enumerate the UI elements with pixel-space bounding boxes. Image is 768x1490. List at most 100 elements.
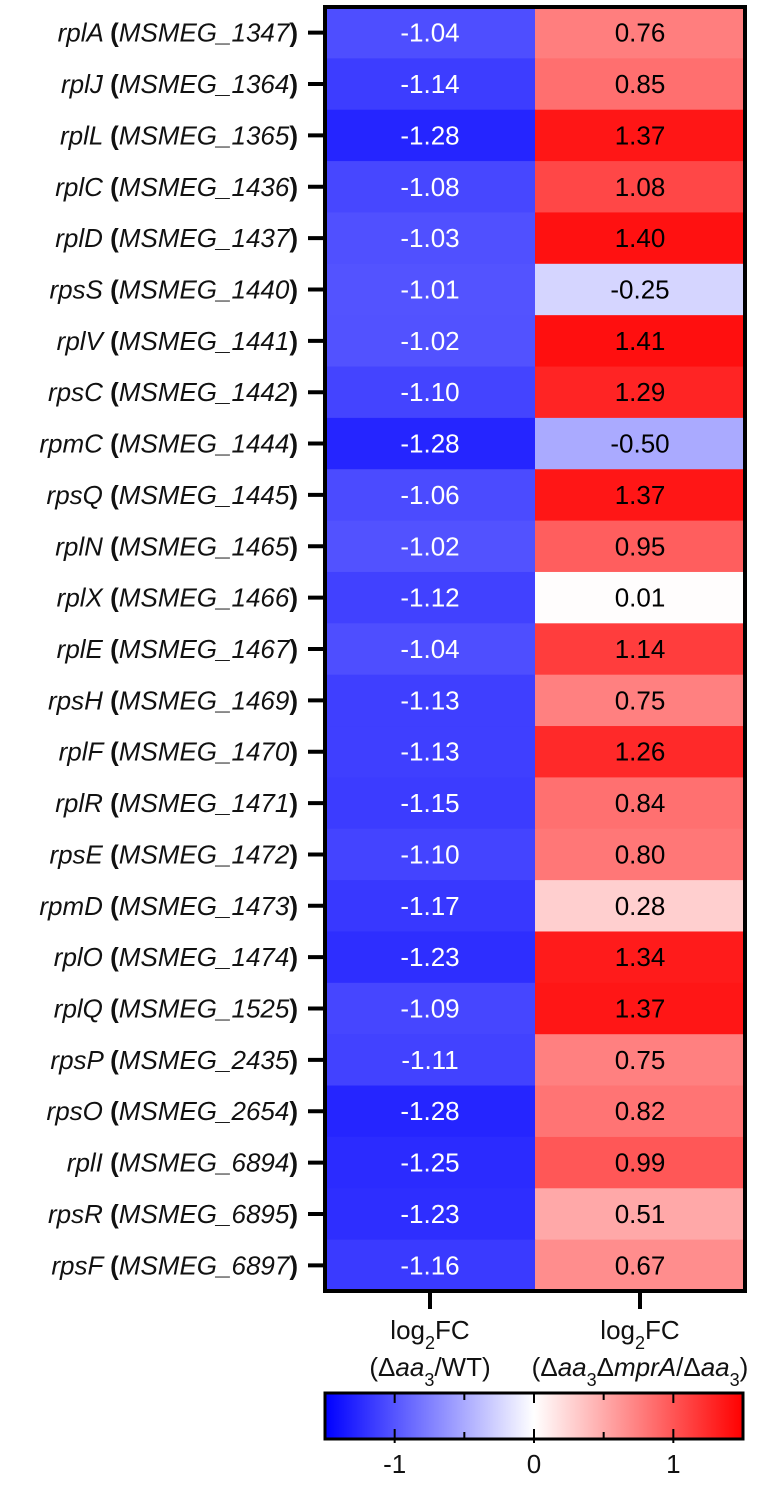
colorbar-tick-label: 1	[666, 1449, 680, 1479]
column-label-line: (Δaa3/WT)	[369, 1352, 490, 1390]
cell-value-label: -1.09	[400, 994, 459, 1024]
column-label-line: log2FC	[390, 1315, 469, 1353]
row-label: rplJ (MSMEG_1364)	[61, 69, 298, 99]
heatmap-cells	[325, 7, 746, 1292]
heatmap-cell	[325, 212, 536, 265]
row-label-paren: )	[289, 274, 298, 304]
colorbar-tick-label: 0	[527, 1449, 541, 1479]
cell-value-label: 0.28	[615, 891, 666, 921]
heatmap-cell	[535, 58, 746, 111]
row-label-paren: )	[289, 223, 298, 253]
row-label-gene: rplD	[55, 223, 110, 253]
cell-value-label: 0.80	[615, 839, 666, 869]
row-label-paren: (	[110, 634, 119, 664]
row-label-locus: MSMEG_1467	[119, 634, 291, 664]
cell-value-label: 0.01	[615, 583, 666, 613]
heatmap-cell	[325, 7, 536, 59]
column-label-part: )	[740, 1352, 749, 1382]
cell-value-label: -1.13	[400, 685, 459, 715]
row-label-paren: )	[289, 531, 298, 561]
column-label-part: 2	[425, 1333, 435, 1353]
cell-value-label: 0.75	[615, 685, 666, 715]
heatmap-cell	[535, 982, 746, 1035]
row-label-locus: MSMEG_1470	[119, 737, 290, 767]
heatmap-cell	[535, 161, 746, 213]
heatmap-cell	[325, 777, 536, 830]
row-label-paren: (	[110, 942, 119, 972]
row-label: rpsS (MSMEG_1440)	[49, 274, 298, 304]
cell-value-label: -1.04	[400, 18, 459, 48]
row-label-locus: MSMEG_1469	[119, 685, 290, 715]
heatmap-cell	[325, 417, 536, 470]
cell-value-label: -1.03	[400, 223, 459, 253]
row-label-gene: rpsR	[48, 1199, 110, 1229]
column-label-part: /WT)	[434, 1352, 490, 1382]
heatmap-cell	[325, 726, 536, 778]
row-label-gene: rplX	[57, 583, 110, 613]
row-label-gene: rpsO	[47, 1096, 111, 1126]
row-label-gene: rplE	[57, 634, 110, 664]
row-label-gene: rpsE	[49, 839, 110, 869]
column-label-part: log	[600, 1315, 635, 1345]
row-label-paren: (	[110, 685, 119, 715]
row-label-paren: )	[289, 377, 298, 407]
row-label-paren: )	[289, 1096, 298, 1126]
cell-value-label: 1.37	[615, 994, 666, 1024]
row-labels: rplA (MSMEG_1347)rplJ (MSMEG_1364)rplL (…	[39, 18, 325, 1280]
heatmap-cell	[325, 571, 536, 624]
row-label-paren: )	[289, 839, 298, 869]
cell-value-label: 1.41	[615, 326, 666, 356]
heatmap-cell	[535, 520, 746, 573]
row-label-gene: rplJ	[61, 69, 110, 99]
heatmap-cell	[325, 982, 536, 1035]
heatmap-cell	[325, 931, 536, 984]
cell-value-label: -0.50	[610, 429, 669, 459]
row-label-paren: (	[110, 1199, 119, 1229]
row-label: rpsF (MSMEG_6897)	[51, 1250, 298, 1280]
cell-value-label: 1.37	[615, 480, 666, 510]
row-label-paren: (	[110, 326, 119, 356]
row-label-gene: rplC	[55, 172, 110, 202]
row-label-paren: )	[289, 172, 298, 202]
row-label-locus: MSMEG_1441	[119, 326, 290, 356]
row-label-locus: MSMEG_6894	[119, 1148, 290, 1178]
cell-value-label: -1.28	[400, 120, 459, 150]
row-label: rplO (MSMEG_1474)	[54, 942, 298, 972]
row-label: rpsH (MSMEG_1469)	[48, 685, 298, 715]
cell-value-label: 1.40	[615, 223, 666, 253]
row-label-locus: MSMEG_1365	[119, 120, 290, 150]
row-label-locus: MSMEG_1440	[119, 274, 290, 304]
row-label-gene: rplN	[55, 531, 110, 561]
row-label-paren: )	[289, 18, 298, 48]
heatmap-cell	[535, 1085, 746, 1138]
row-label-gene: rplL	[60, 120, 110, 150]
cell-value-label: -0.25	[610, 274, 669, 304]
column-label-part: Δ	[597, 1352, 614, 1382]
row-label-locus: MSMEG_1471	[119, 788, 290, 818]
column-label-part: aa	[395, 1352, 424, 1382]
row-label: rplR (MSMEG_1471)	[55, 788, 298, 818]
cell-value-label: 1.26	[615, 737, 666, 767]
row-label-locus: MSMEG_1473	[119, 891, 290, 921]
heatmap-cell	[325, 1188, 536, 1241]
row-label-gene: rpmD	[39, 891, 110, 921]
heatmap-cell	[325, 109, 536, 162]
cell-value-label: 1.34	[615, 942, 666, 972]
row-label-gene: rplR	[55, 788, 110, 818]
row-label-locus: MSMEG_6897	[119, 1250, 291, 1280]
column-label-line: log2FC	[600, 1315, 679, 1353]
row-label-gene: rplI	[67, 1148, 110, 1178]
cell-value-label: -1.13	[400, 737, 459, 767]
column-label-line: (Δaa3ΔmprA/Δaa3)	[532, 1352, 749, 1390]
row-label: rpsO (MSMEG_2654)	[47, 1096, 298, 1126]
row-label-paren: (	[110, 18, 119, 48]
row-label-paren: (	[110, 1250, 119, 1280]
heatmap-cell	[325, 315, 536, 368]
heatmap-cell	[535, 263, 746, 316]
cell-value-label: -1.10	[400, 377, 459, 407]
row-label-locus: MSMEG_1442	[119, 377, 290, 407]
row-label-paren: (	[110, 274, 119, 304]
cell-value-label: 0.51	[615, 1199, 666, 1229]
row-label-gene: rpmC	[39, 429, 110, 459]
